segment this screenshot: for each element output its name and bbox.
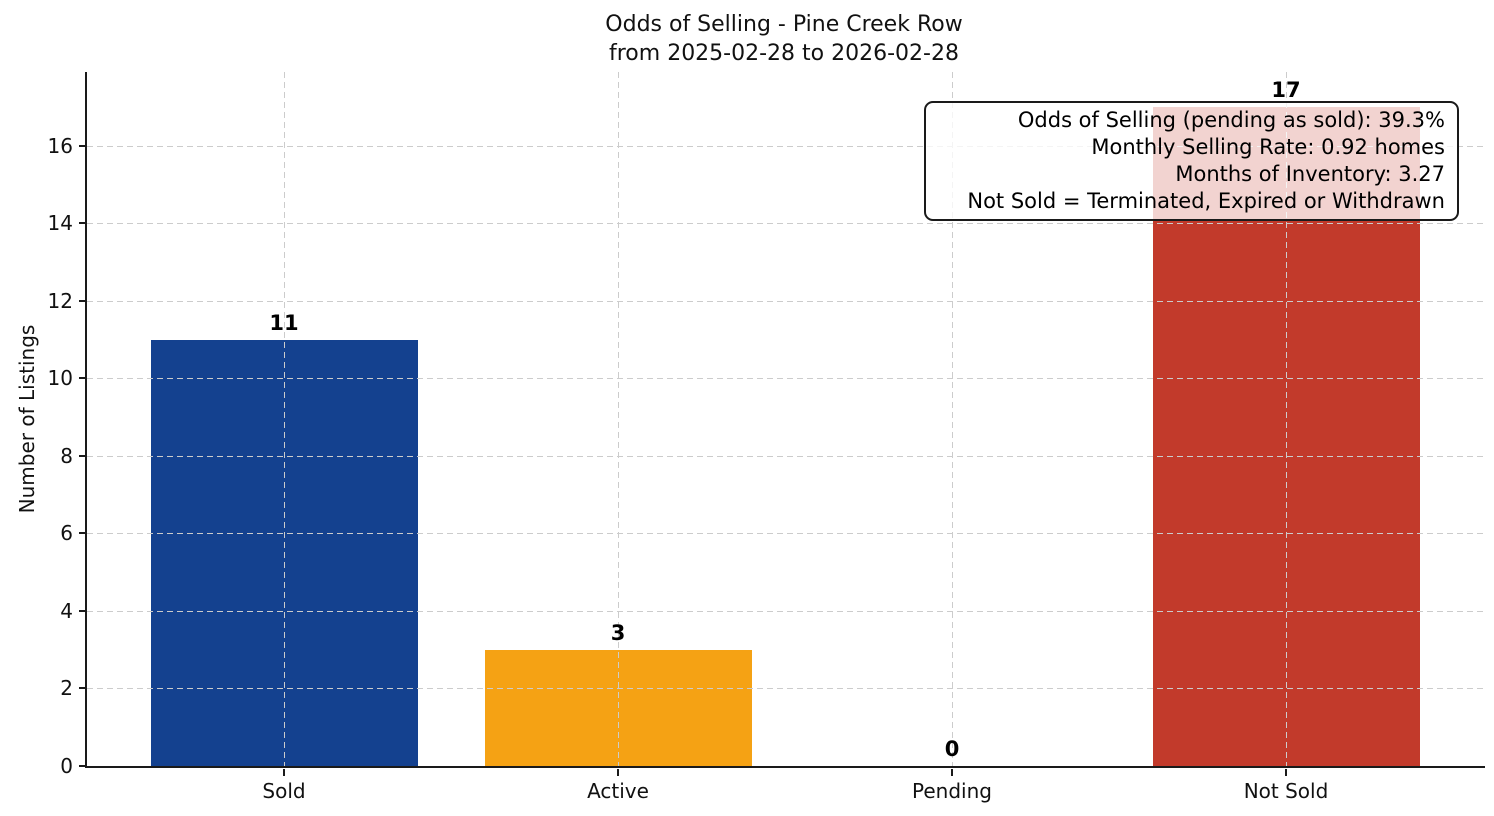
gridline-y-10 [87, 378, 1485, 380]
stat-odds-of-selling: Odds of Selling (pending as sold): 39.3% [1017, 108, 1445, 132]
y-tick-label-10: 10 [47, 366, 73, 391]
chart-title: Odds of Selling - Pine Creek Row [605, 12, 963, 37]
stats-annotation-box: Odds of Selling (pending as sold): 39.3%… [924, 101, 1459, 221]
y-tick-mark-10 [79, 377, 85, 380]
gridline-x-sold [283, 72, 285, 766]
gridline-x-not-sold [1285, 72, 1287, 766]
y-tick-label-14: 14 [47, 211, 73, 236]
y-tick-mark-0 [79, 765, 85, 767]
y-tick-mark-6 [79, 532, 85, 535]
gridline-x-pending [951, 72, 953, 766]
gridline-y-8 [87, 455, 1485, 457]
y-tick-mark-16 [79, 144, 85, 147]
x-tick-mark-pending [951, 769, 953, 776]
y-tick-mark-12 [79, 299, 85, 302]
gridline-x-active [617, 72, 619, 766]
x-tick-mark-not-sold [1285, 769, 1287, 776]
x-tick-label-not-sold: Not Sold [1243, 779, 1329, 803]
gridline-y-2 [87, 688, 1485, 690]
y-tick-label-2: 2 [60, 676, 73, 701]
bar-value-label-not-sold: 17 [1271, 77, 1301, 102]
chart-title-block: Odds of Selling - Pine Creek Row from 20… [85, 10, 1483, 68]
x-tick-mark-sold [283, 769, 285, 776]
y-tick-mark-8 [79, 454, 85, 457]
gridline-y-14 [87, 223, 1485, 225]
stat-monthly-selling-rate: Monthly Selling Rate: 0.92 homes [1091, 135, 1445, 159]
stat-not-sold-definition: Not Sold = Terminated, Expired or Withdr… [967, 189, 1445, 213]
x-tick-label-pending: Pending [912, 779, 992, 803]
y-tick-mark-4 [79, 609, 85, 612]
gridline-y-12 [87, 300, 1485, 302]
stat-months-of-inventory: Months of Inventory: 3.27 [1175, 162, 1445, 186]
y-axis-label: Number of Listings [15, 324, 39, 514]
gridline-y-4 [87, 610, 1485, 612]
x-tick-label-sold: Sold [262, 779, 306, 803]
gridline-y-16 [87, 145, 1485, 147]
gridline-y-6 [87, 533, 1485, 535]
chart-subtitle: from 2025-02-28 to 2026-02-28 [609, 41, 959, 66]
bar-value-label-sold: 11 [269, 310, 299, 335]
y-tick-label-16: 16 [47, 133, 73, 158]
x-tick-mark-active [617, 769, 619, 776]
y-tick-mark-2 [79, 687, 85, 690]
y-tick-label-6: 6 [60, 521, 73, 546]
y-tick-label-0: 0 [60, 754, 73, 778]
y-tick-label-8: 8 [60, 443, 73, 468]
bar-value-label-active: 3 [610, 620, 626, 645]
y-tick-label-12: 12 [47, 288, 73, 313]
x-tick-label-active: Active [587, 779, 649, 803]
y-tick-mark-14 [79, 222, 85, 225]
y-tick-label-4: 4 [60, 598, 73, 623]
bar-value-label-pending: 0 [944, 737, 960, 761]
